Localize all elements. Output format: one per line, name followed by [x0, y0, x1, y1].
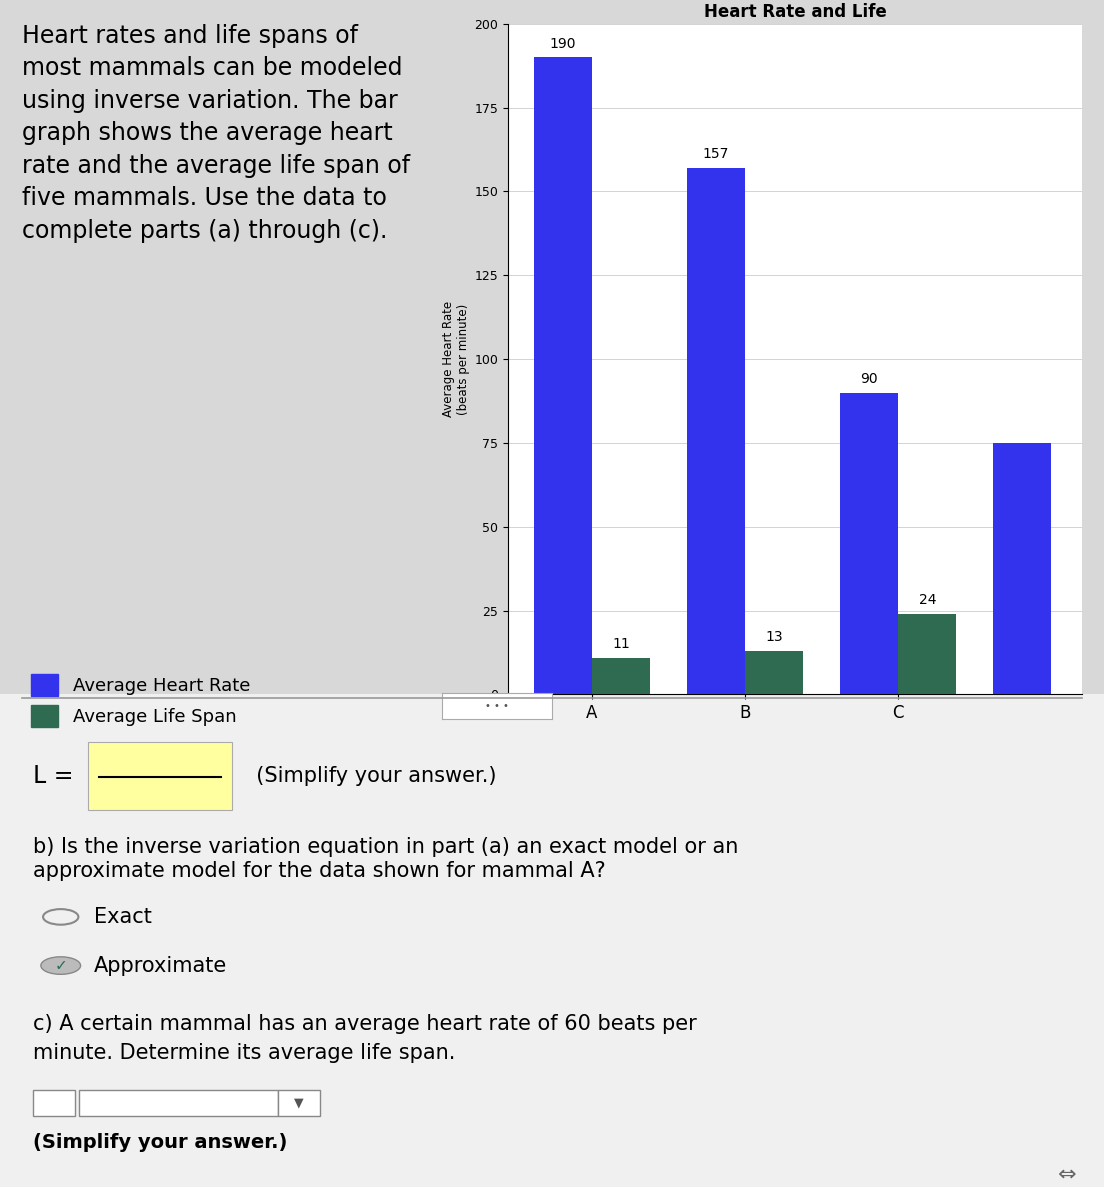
FancyBboxPatch shape — [79, 1090, 278, 1117]
Bar — [899, 614, 956, 694]
Text: (Simplify your answer.): (Simplify your answer.) — [243, 766, 497, 786]
FancyBboxPatch shape — [88, 742, 232, 810]
Text: 13: 13 — [765, 630, 783, 645]
Text: 11: 11 — [613, 636, 630, 650]
Text: b) Is the inverse variation equation in part (a) an exact model or an: b) Is the inverse variation equation in … — [33, 837, 739, 857]
Text: • • •: • • • — [485, 702, 509, 711]
Y-axis label: Average Heart Rate
(beats per minute): Average Heart Rate (beats per minute) — [442, 301, 470, 417]
FancyBboxPatch shape — [33, 1090, 75, 1117]
Bar — [840, 393, 899, 694]
Text: 2160: 2160 — [131, 751, 189, 772]
Point — [93, 769, 106, 783]
Text: ✓: ✓ — [54, 958, 67, 973]
Text: Exact: Exact — [94, 907, 151, 927]
Circle shape — [41, 957, 81, 975]
Text: minute. Determine its average life span.: minute. Determine its average life span. — [33, 1043, 456, 1064]
Text: 157: 157 — [703, 147, 730, 161]
Text: ▼: ▼ — [295, 1097, 304, 1110]
Bar — [592, 658, 650, 694]
Legend: Average Heart Rate, Average Life Span: Average Heart Rate, Average Life Span — [31, 674, 250, 726]
Text: Heart rates and life spans of
most mammals can be modeled
using inverse variatio: Heart rates and life spans of most mamma… — [22, 24, 411, 243]
FancyBboxPatch shape — [278, 1090, 320, 1117]
Bar — [687, 167, 745, 694]
Text: R: R — [152, 785, 168, 805]
Text: 90: 90 — [860, 372, 878, 386]
Bar — [534, 57, 592, 694]
Text: L =: L = — [33, 763, 74, 788]
Text: (Simplify your answer.): (Simplify your answer.) — [33, 1134, 287, 1153]
Text: 190: 190 — [550, 37, 576, 51]
Bar — [745, 650, 804, 694]
Text: Approximate: Approximate — [94, 956, 227, 976]
Text: ⇔: ⇔ — [1058, 1164, 1076, 1185]
Text: 24: 24 — [919, 594, 936, 608]
Text: c) A certain mammal has an average heart rate of 60 beats per: c) A certain mammal has an average heart… — [33, 1014, 697, 1034]
Text: approximate model for the data shown for mammal A?: approximate model for the data shown for… — [33, 861, 606, 881]
Title: Heart Rate and Life: Heart Rate and Life — [703, 2, 887, 21]
Bar — [994, 443, 1051, 694]
Point — [214, 769, 227, 783]
